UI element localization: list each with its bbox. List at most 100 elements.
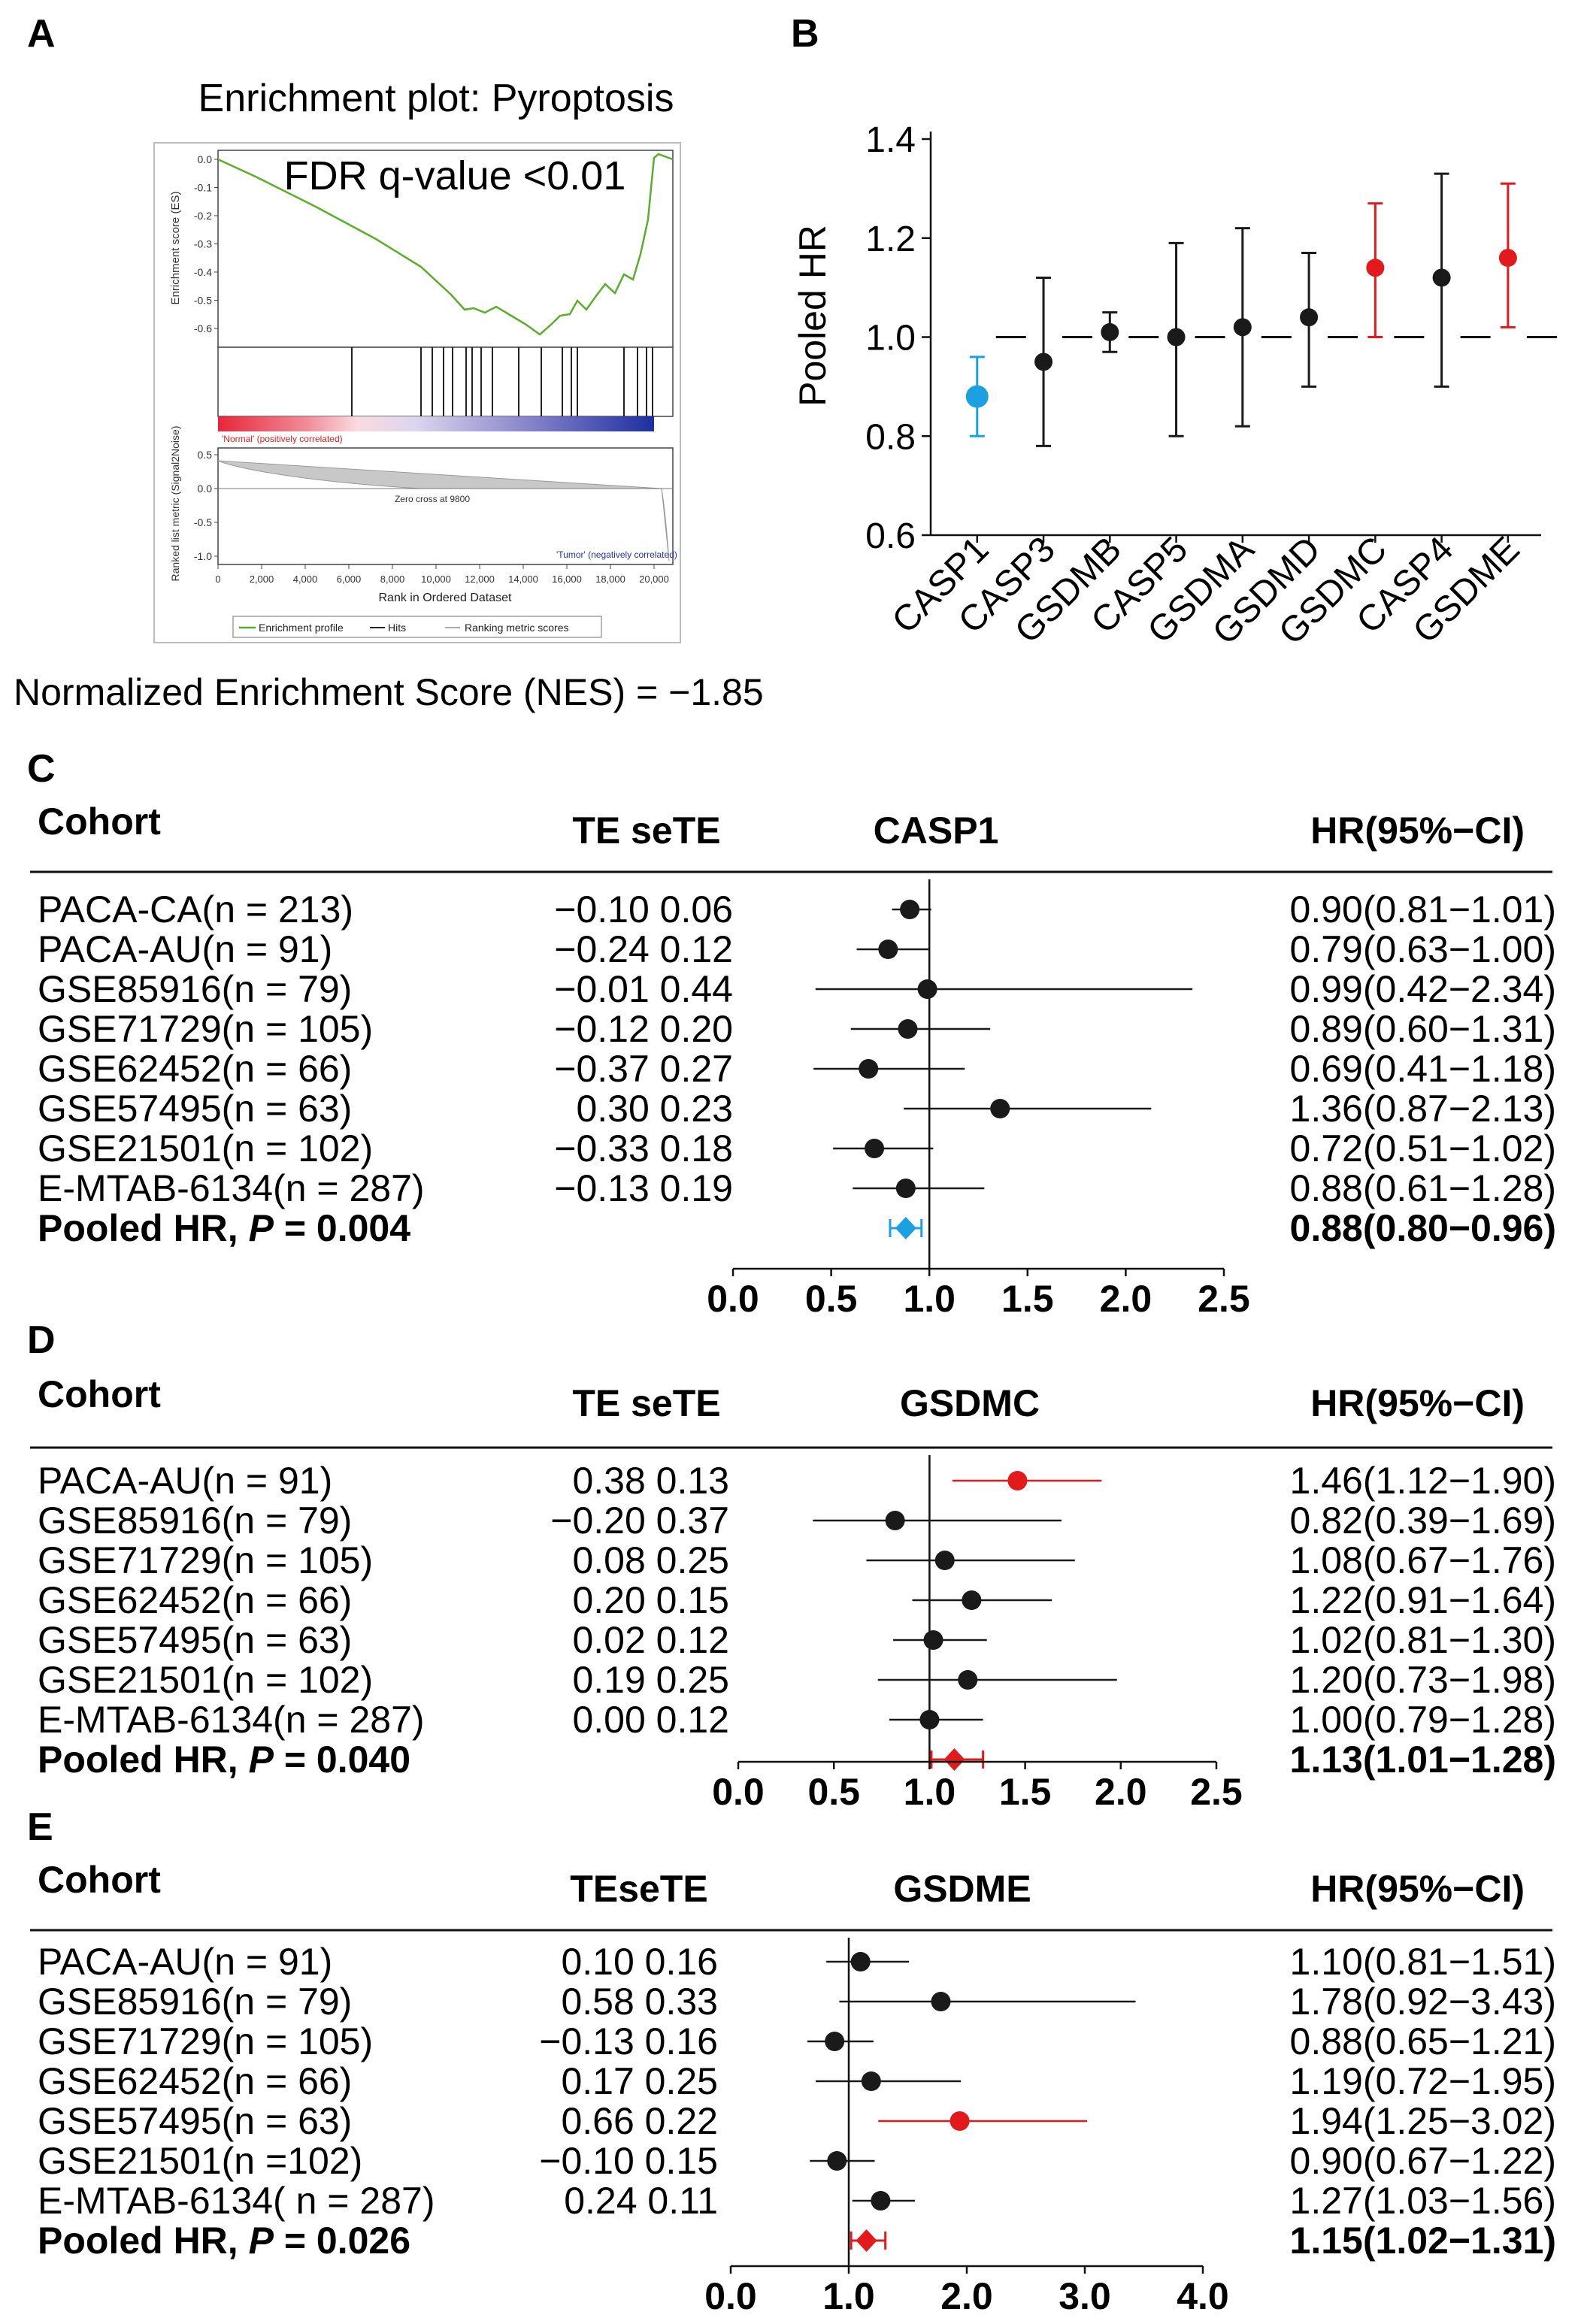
cohort-label: PACA-AU(n = 91) [38, 928, 332, 970]
cohort-label: E-MTAB-6134( n = 287) [38, 2180, 435, 2222]
es-plot-area [217, 150, 674, 348]
te-sete-value: 0.19 0.25 [572, 1659, 729, 1701]
hr-ci-value: 0.90(0.67−1.22) [1290, 2140, 1556, 2182]
hr-point [878, 940, 898, 959]
gsea-x-tick-label: 18,000 [595, 573, 625, 585]
cohort-label: GSE85916(n = 79) [38, 1981, 352, 2023]
hr-ci-value: 0.82(0.39−1.69) [1290, 1499, 1556, 1542]
pooled-diamond [943, 1748, 965, 1771]
te-sete-value: 0.08 0.25 [572, 1539, 729, 1581]
cohort-label: GSE62452(n = 66) [38, 1579, 352, 1621]
forest-panel-c: C Cohort TE seTE CASP1 HR(95%−CI) PACA-CA(n =… [27, 747, 1556, 1320]
hr-point [917, 979, 937, 999]
cohort-label: GSE57495(n = 63) [38, 2100, 352, 2142]
forest-x-tick-label: 1.0 [904, 1771, 956, 1813]
pooled-label: Pooled HR, P = 0.004 [38, 1207, 410, 1249]
enrichment-profile-line [217, 153, 674, 336]
hr-ci-value: 1.00(0.79−1.28) [1290, 1699, 1556, 1741]
pooled-hr-ylabel: Pooled HR [792, 225, 834, 407]
te-sete-value: 0.17 0.25 [561, 2060, 718, 2102]
te-sete-value: 0.30 0.23 [576, 1088, 733, 1130]
te-sete-value: 0.38 0.13 [572, 1460, 729, 1502]
cohort-label: GSE85916(n = 79) [38, 1499, 352, 1542]
pooled-label: Pooled HR, P = 0.026 [38, 2220, 410, 2262]
rank-tick-label: 0.0 [198, 483, 213, 495]
hr-point [865, 1139, 885, 1158]
rank-ticks: 0.5 0.0 -0.5 -1.0 [194, 449, 218, 562]
col-gene: GSDME [893, 1868, 1031, 1910]
col-gene: GSDMC [900, 1382, 1040, 1424]
gsea-x-tick-label: 14,000 [508, 573, 538, 585]
hr-point [827, 2151, 847, 2171]
panel-letter: C [27, 747, 56, 791]
tumor-label: 'Tumor' (negatively correlated) [556, 549, 677, 560]
hr-point [825, 2032, 845, 2051]
hr-ci-value: 0.72(0.51−1.02) [1290, 1127, 1556, 1170]
hr-ci-value: 0.88(0.65−1.21) [1290, 2020, 1556, 2062]
col-te-sete: TEseTE [570, 1868, 707, 1910]
forest-x-tick-label: 0.5 [805, 1278, 858, 1320]
gsea-title: Enrichment plot: Pyroptosis [198, 77, 674, 120]
es-tick-label: -0.5 [194, 295, 212, 307]
hr-point [962, 1590, 982, 1610]
hr-point [1233, 318, 1252, 337]
es-ylabel: Enrichment score (ES) [169, 192, 182, 305]
hr-ci-value: 1.02(0.81−1.30) [1290, 1619, 1556, 1661]
hr-ci-value: 1.10(0.81−1.51) [1290, 1941, 1556, 1983]
col-cohort: Cohort [38, 1373, 161, 1415]
col-hr: HR(95%−CI) [1310, 1868, 1525, 1910]
cohort-label: PACA-CA(n = 213) [38, 888, 353, 931]
cohort-label: GSE71729(n = 105) [38, 1539, 373, 1581]
hr-point [923, 1630, 943, 1650]
forest-x-tick-label: 0.0 [712, 1771, 765, 1813]
hr-ci-value: 0.79(0.63−1.00) [1290, 928, 1556, 970]
b-y-tick-label: 1.0 [865, 319, 916, 359]
hr-point [990, 1099, 1010, 1118]
col-cohort: Cohort [38, 1859, 161, 1901]
b-y-tick-label: 0.8 [865, 417, 916, 457]
pooled-label: Pooled HR, P = 0.040 [38, 1738, 410, 1781]
es-tick-label: -0.4 [194, 266, 212, 278]
hits-area [217, 346, 674, 417]
cohort-label: GSE21501(n =102) [38, 2140, 362, 2182]
hr-ci-value: 1.78(0.92−3.43) [1290, 1981, 1556, 2023]
te-sete-value: −0.37 0.27 [554, 1048, 733, 1090]
es-tick-label: -0.1 [194, 182, 212, 194]
panel-letter: D [27, 1318, 56, 1362]
panel-b: B Pooled HR 0.60.81.01.21.4CASP1CASP3GSD… [791, 12, 1557, 652]
col-te-sete: TE seTE [572, 1382, 720, 1424]
panel-letter: E [27, 1805, 53, 1849]
te-sete-value: −0.10 0.15 [539, 2140, 718, 2182]
b-y-tick-label: 1.2 [865, 219, 916, 259]
hr-point [1101, 322, 1119, 341]
es-tick-label: -0.6 [194, 322, 212, 334]
te-sete-value: −0.12 0.20 [554, 1008, 733, 1050]
cohort-label: GSE62452(n = 66) [38, 1048, 352, 1090]
pooled-hr-marks [965, 172, 1557, 447]
hr-ci-value: 0.88(0.61−1.28) [1290, 1167, 1556, 1209]
nes-label: Normalized Enrichment Score (NES) = −1.8… [14, 671, 764, 713]
hr-point [850, 1952, 871, 1971]
gsea-x-tick-label: 20,000 [639, 573, 669, 585]
rank-metric-area-fill [217, 460, 670, 561]
forest-x-tick-label: 1.0 [903, 1278, 956, 1320]
cohort-label: GSE85916(n = 79) [38, 968, 352, 1010]
te-sete-value: −0.13 0.19 [554, 1167, 733, 1209]
es-tick-label: -0.2 [194, 210, 212, 222]
gsea-x-tick-label: 0 [215, 573, 220, 585]
cohort-label: GSE71729(n = 105) [38, 1008, 373, 1050]
forest-x-tick-label: 2.0 [940, 2275, 993, 2317]
te-sete-value: −0.33 0.18 [554, 1127, 733, 1170]
pooled-diamond [856, 2229, 877, 2252]
gsea-x-tick-label: 4,000 [293, 573, 318, 585]
pooled-hr-value: 1.13(1.01−1.28) [1290, 1738, 1556, 1781]
forest-x-tick-label: 2.5 [1198, 1278, 1250, 1320]
pooled-hr-value: 0.88(0.80−0.96) [1290, 1207, 1556, 1249]
gsea-x-tick-label: 6,000 [337, 573, 362, 585]
cohort-label: GSE21501(n = 102) [38, 1127, 373, 1170]
col-hr: HR(95%−CI) [1310, 1382, 1525, 1424]
te-sete-value: 0.24 0.11 [564, 2180, 718, 2222]
es-ticks: 0.0 -0.1 -0.2 -0.3 -0.4 -0.5 -0.6 [194, 153, 218, 334]
cohort-label: GSE57495(n = 63) [38, 1619, 352, 1661]
